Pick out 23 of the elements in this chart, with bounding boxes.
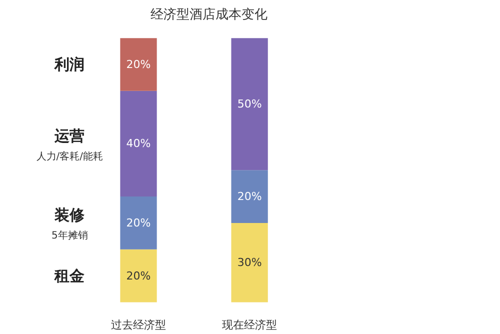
- data-label: 40%: [126, 137, 151, 150]
- bar: [231, 170, 268, 223]
- data-label: 20%: [126, 216, 151, 230]
- bar: [231, 222, 268, 302]
- bar: [120, 90, 157, 197]
- data-label: 30%: [237, 256, 262, 270]
- data-label: 20%: [237, 190, 262, 204]
- bar: [120, 249, 157, 302]
- text: 装修: [54, 206, 86, 224]
- text: 运营: [54, 126, 85, 145]
- x-tick-label: 现在经济型: [222, 318, 278, 332]
- data-label: 20%: [126, 269, 151, 282]
- bar: [120, 196, 157, 250]
- chart-title: 经济型酒店成本变化: [150, 6, 268, 22]
- annotation: 5年摊销: [51, 230, 88, 242]
- bar: [231, 38, 268, 170]
- x-tick-label: 过去经济型: [111, 318, 166, 332]
- bar: [120, 38, 157, 91]
- data-label: 20%: [126, 58, 151, 71]
- text: 利润: [54, 55, 85, 74]
- data-label: 50%: [237, 98, 262, 111]
- text: 租金: [54, 266, 85, 285]
- annotation: 人力/客耗/能耗: [36, 150, 104, 162]
